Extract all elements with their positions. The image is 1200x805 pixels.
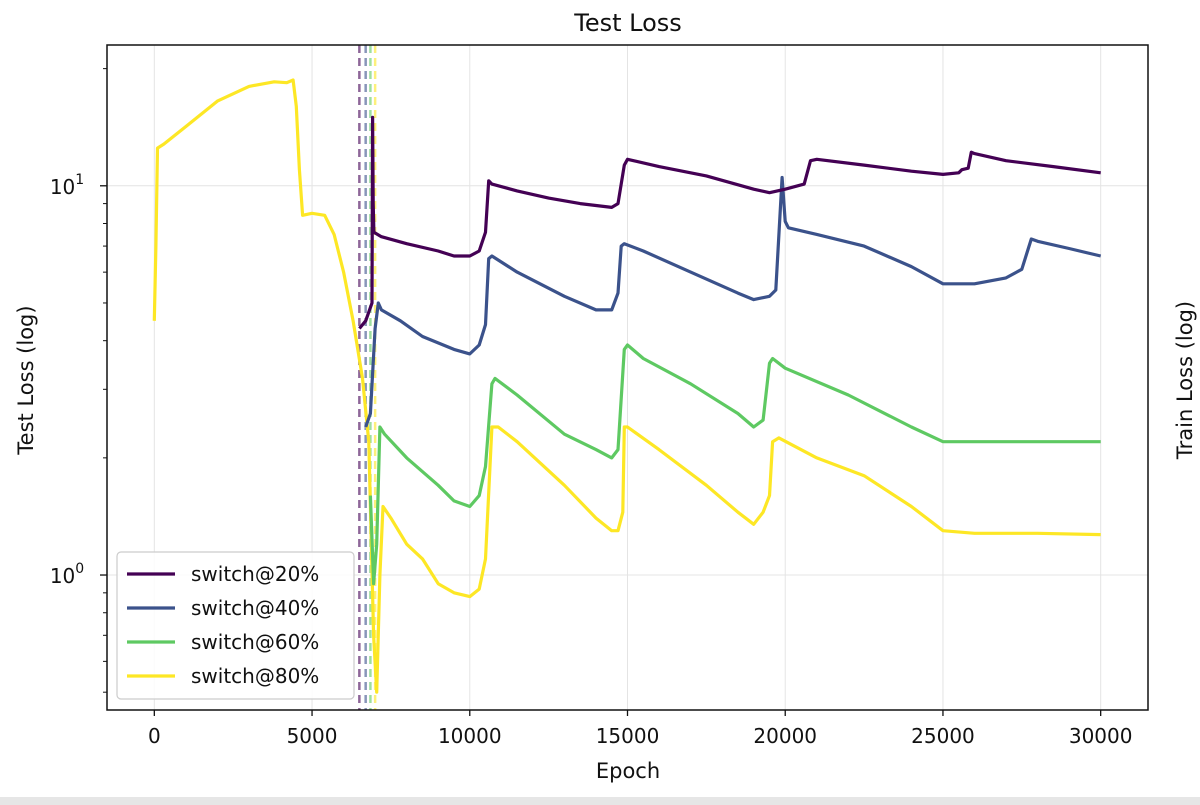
legend-box — [116, 551, 355, 700]
series-line-switch-80- — [152, 78, 1101, 694]
series-line-switch-20- — [358, 115, 1101, 330]
series-line-switch-60- — [368, 343, 1101, 586]
legend-label: switch@40% — [191, 596, 319, 620]
x-axis-label: Epoch — [596, 759, 660, 783]
x-tick-label: 30000 — [1069, 724, 1133, 748]
x-tick-label: 10000 — [438, 724, 502, 748]
x-tick-label: 25000 — [911, 724, 975, 748]
x-tick-label: 5000 — [287, 724, 338, 748]
y-axis-label: Test Loss (log) — [14, 305, 38, 455]
window-bottom-bar — [0, 797, 1200, 805]
legend-label: switch@80% — [191, 664, 319, 688]
legend-label: switch@60% — [191, 630, 319, 654]
series-line-switch-40- — [364, 175, 1102, 428]
chart-title: Test Loss — [573, 9, 682, 37]
legend-label: switch@20% — [191, 562, 319, 586]
y-tick-label: 101 — [50, 172, 84, 199]
y-tick-label: 100 — [50, 561, 84, 588]
x-tick-label: 15000 — [596, 724, 660, 748]
x-tick-label: 20000 — [753, 724, 817, 748]
x-tick-label: 0 — [148, 724, 161, 748]
secondary-y-axis-label: Train Loss (log) — [1173, 301, 1197, 460]
